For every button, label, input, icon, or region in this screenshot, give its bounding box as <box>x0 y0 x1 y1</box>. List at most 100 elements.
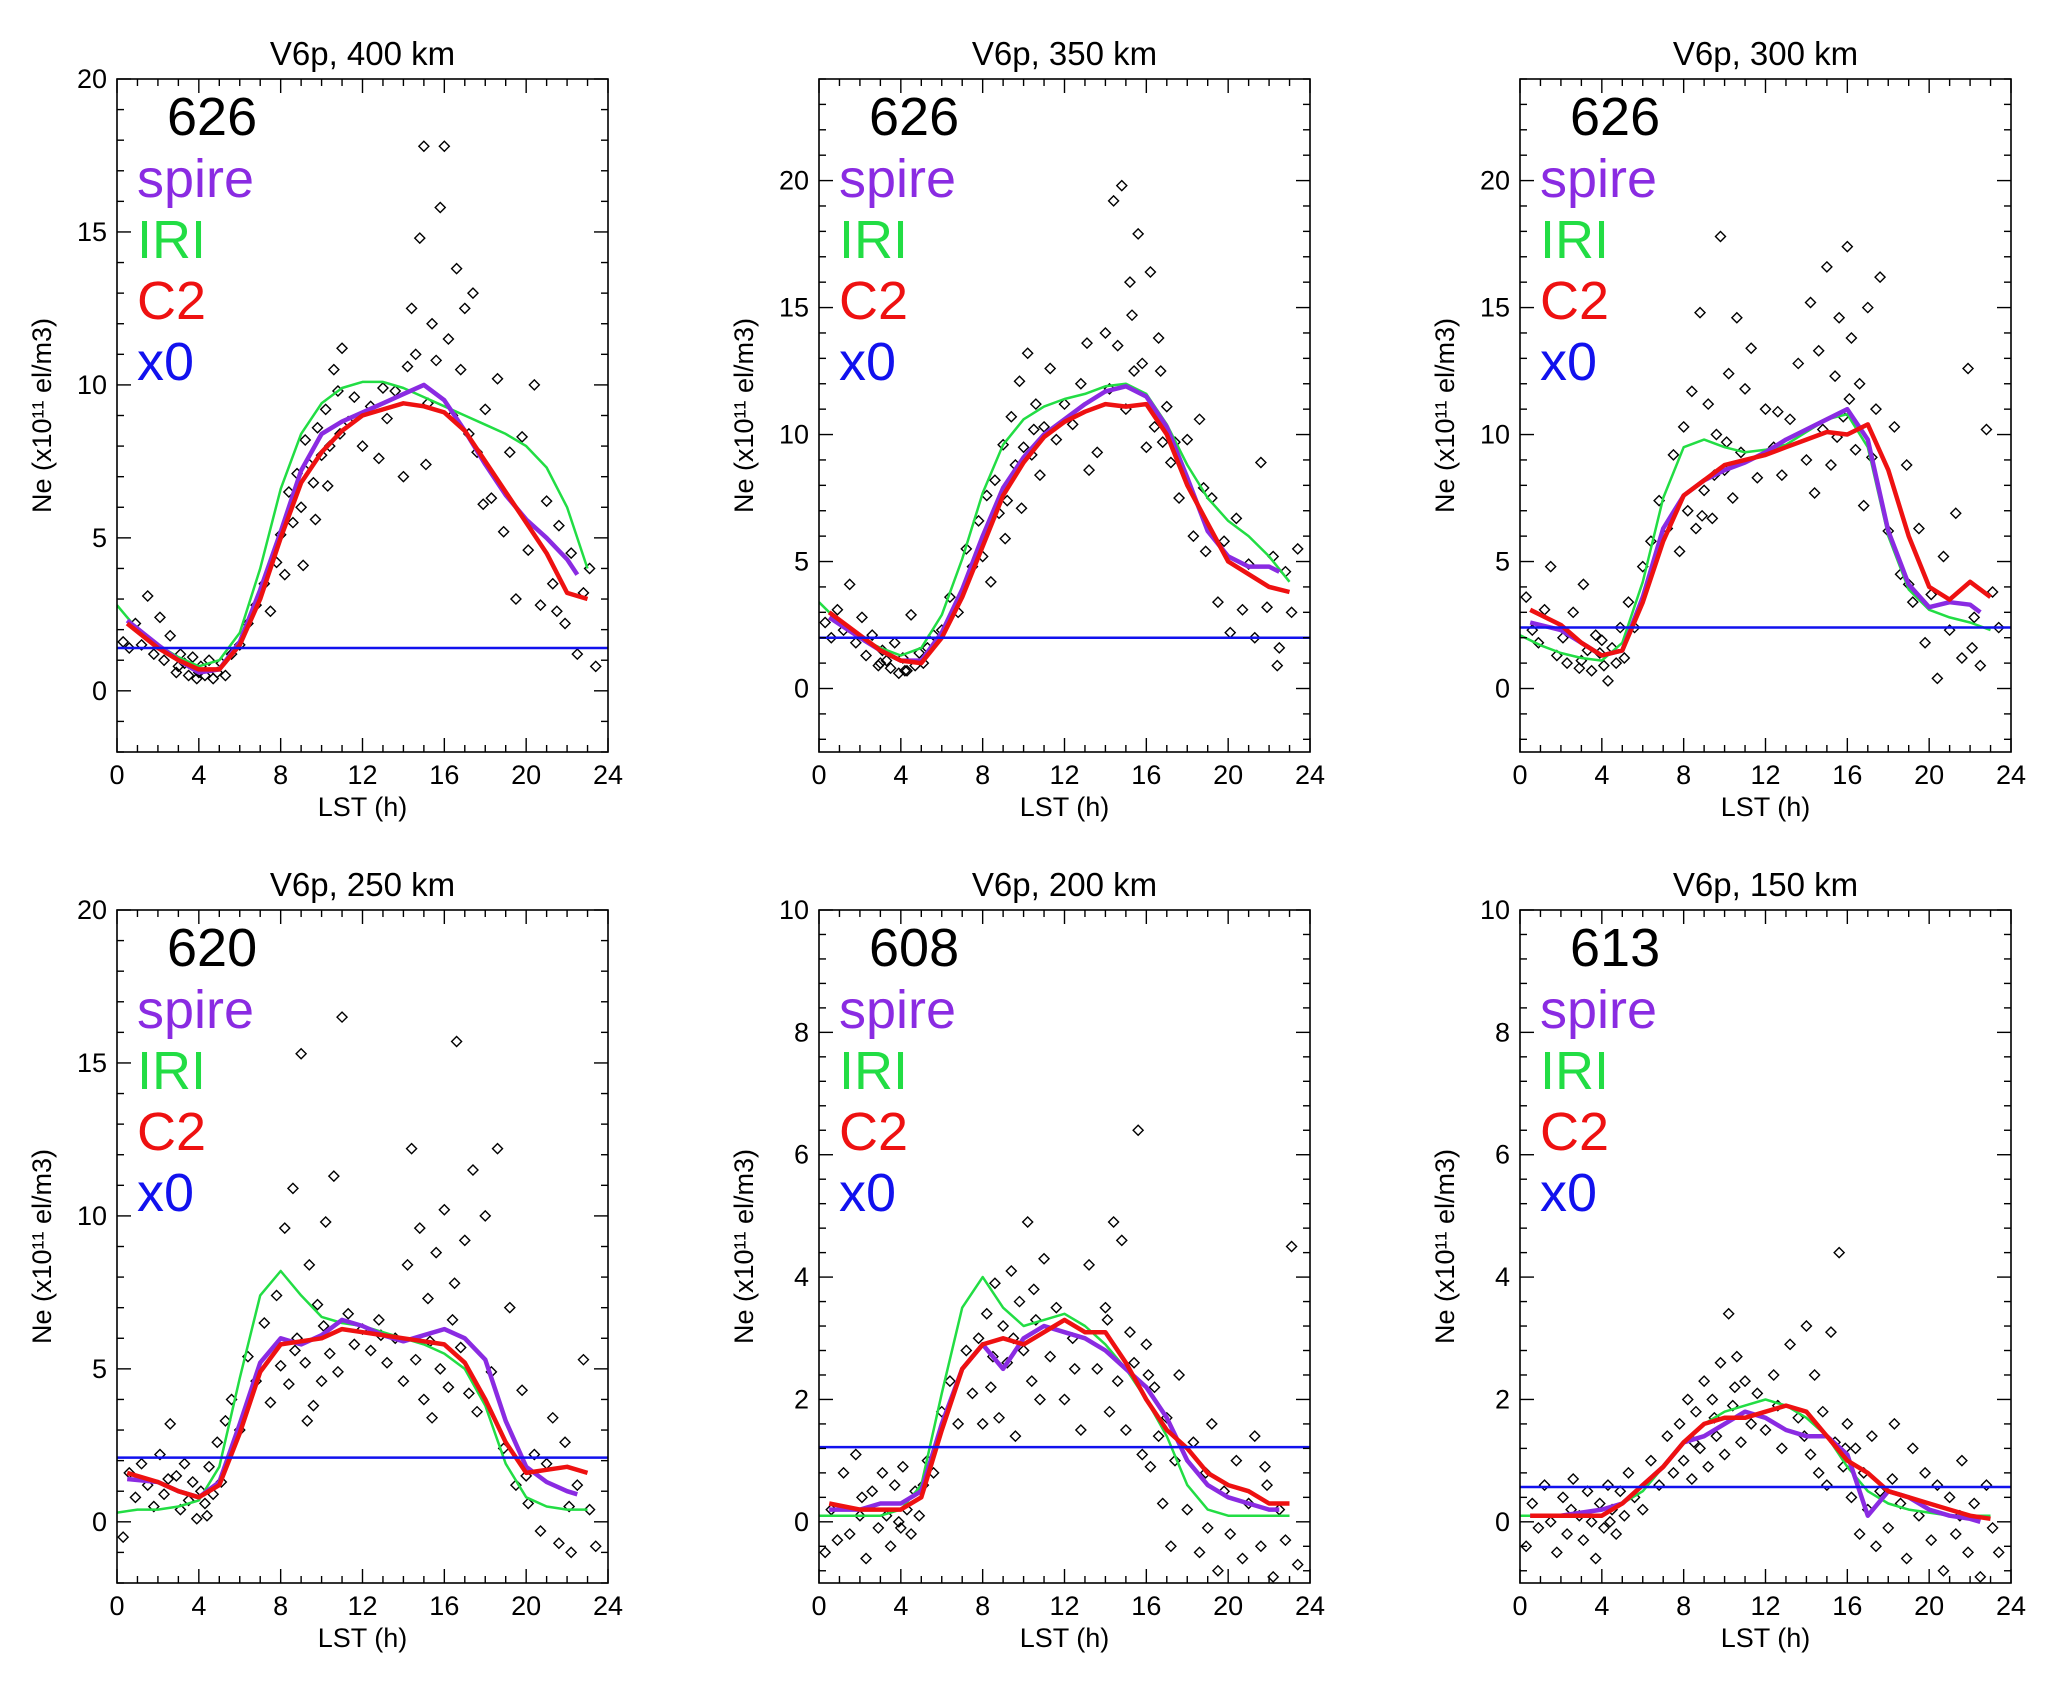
scatter-point <box>1966 641 1979 654</box>
scatter-point <box>1261 601 1274 614</box>
scatter-point <box>1532 636 1545 649</box>
scatter-point <box>1017 441 1030 454</box>
scatter-point <box>1254 1540 1267 1553</box>
scatter-point <box>988 1277 1001 1290</box>
scatter-point <box>1128 1356 1141 1369</box>
scatter-point <box>997 438 1010 451</box>
scatter-point <box>147 1500 160 1513</box>
legend-item-iri: IRI <box>1540 210 1609 270</box>
scatter-point <box>1745 342 1758 355</box>
scatter-point <box>321 479 334 492</box>
x-tick-label: 24 <box>1996 1591 2026 1621</box>
scatter-point <box>1874 271 1887 284</box>
scatter-point <box>141 589 154 602</box>
scatter-point <box>1285 606 1298 619</box>
scatter-group <box>819 1124 1304 1583</box>
scatter-point <box>1644 1454 1657 1467</box>
scatter-point <box>430 1246 443 1259</box>
y-tick-label: 0 <box>794 674 809 704</box>
sample-count: 626 <box>167 87 257 147</box>
legend-item-spire: spire <box>839 149 956 209</box>
scatter-point <box>348 391 361 404</box>
legend-item-iri: IRI <box>839 1041 908 1101</box>
scatter-point <box>1974 659 1987 672</box>
scatter-point <box>1618 652 1631 665</box>
y-tick-label: 6 <box>1495 1140 1510 1170</box>
scatter-point <box>158 1488 171 1501</box>
y-tick-label: 2 <box>794 1384 809 1414</box>
scatter-point <box>1577 578 1590 591</box>
scatter-point <box>466 287 479 300</box>
scatter-point <box>1115 1234 1128 1247</box>
scatter-point <box>516 430 529 443</box>
scatter-point <box>288 1344 301 1357</box>
scatter-point <box>943 1375 956 1388</box>
legend-item-x0: x0 <box>137 332 194 392</box>
scatter-point <box>1962 1546 1975 1559</box>
scatter-point <box>1622 1466 1635 1479</box>
panel-title: V6p, 400 km <box>270 35 455 72</box>
scatter-point <box>454 363 467 376</box>
x-tick-label: 8 <box>975 760 990 790</box>
scatter-point <box>1601 674 1614 687</box>
x-tick-label: 4 <box>191 760 206 790</box>
scatter-point <box>1236 1552 1249 1565</box>
scatter-point <box>860 649 873 662</box>
scatter-point <box>1804 296 1817 309</box>
scatter-point <box>1610 657 1623 670</box>
scatter-point <box>1739 382 1752 395</box>
scatter-point <box>1816 1405 1829 1418</box>
scatter-point <box>376 381 389 394</box>
x-tick-label: 12 <box>347 760 377 790</box>
scatter-point <box>1955 652 1968 665</box>
scatter-point <box>426 1411 439 1424</box>
scatter-point <box>1722 1307 1735 1320</box>
scatter-point <box>413 1222 426 1235</box>
legend-item-spire: spire <box>839 980 956 1040</box>
scatter-point <box>1181 1503 1194 1516</box>
scatter-point <box>1156 436 1169 449</box>
y-tick-label: 5 <box>92 523 107 553</box>
scatter-point <box>462 1387 475 1400</box>
scatter-point <box>905 608 918 621</box>
scatter-point <box>1107 194 1120 207</box>
scatter-point <box>884 662 897 675</box>
series-line-iri <box>117 380 589 668</box>
x-axis-label: LST (h) <box>1020 792 1110 822</box>
scatter-point <box>1132 1124 1145 1137</box>
scatter-point <box>984 1381 997 1394</box>
y-tick-label: 5 <box>92 1354 107 1384</box>
y-axis-label: Ne (x10¹¹ el/m3) <box>1430 1149 1460 1344</box>
scatter-point <box>401 1258 414 1271</box>
legend-item-spire: spire <box>137 980 254 1040</box>
scatter-point <box>1888 420 1901 433</box>
y-tick-label: 10 <box>77 370 107 400</box>
scatter-point <box>1248 1430 1261 1443</box>
scatter-point <box>1865 1430 1878 1443</box>
scatter-point <box>162 1473 175 1485</box>
scatter-point <box>258 1316 271 1329</box>
scatter-point <box>1636 1503 1649 1516</box>
scatter-point <box>503 446 516 459</box>
scatter-point <box>186 1476 199 1489</box>
scatter-point <box>1068 1362 1081 1375</box>
scatter-point <box>1900 459 1913 472</box>
scatter-point <box>278 1222 291 1235</box>
scatter-point <box>577 1353 590 1366</box>
scatter-point <box>405 302 418 315</box>
x-tick-label: 12 <box>1750 1591 1780 1621</box>
scatter-point <box>1925 1534 1938 1547</box>
scatter-point <box>327 363 340 376</box>
scatter-point <box>565 1546 578 1559</box>
scatter-point <box>1759 403 1772 416</box>
scatter-point <box>1601 1479 1614 1492</box>
scatter-point <box>1567 606 1580 619</box>
legend-item-c2: C2 <box>1540 271 1609 331</box>
sample-count: 626 <box>1570 87 1660 147</box>
scatter-point <box>1164 456 1177 469</box>
scatter-point <box>1066 418 1079 431</box>
x-tick-label: 4 <box>1594 1591 1609 1621</box>
scatter-point <box>888 1479 901 1492</box>
scatter-point <box>1986 1521 1999 1534</box>
